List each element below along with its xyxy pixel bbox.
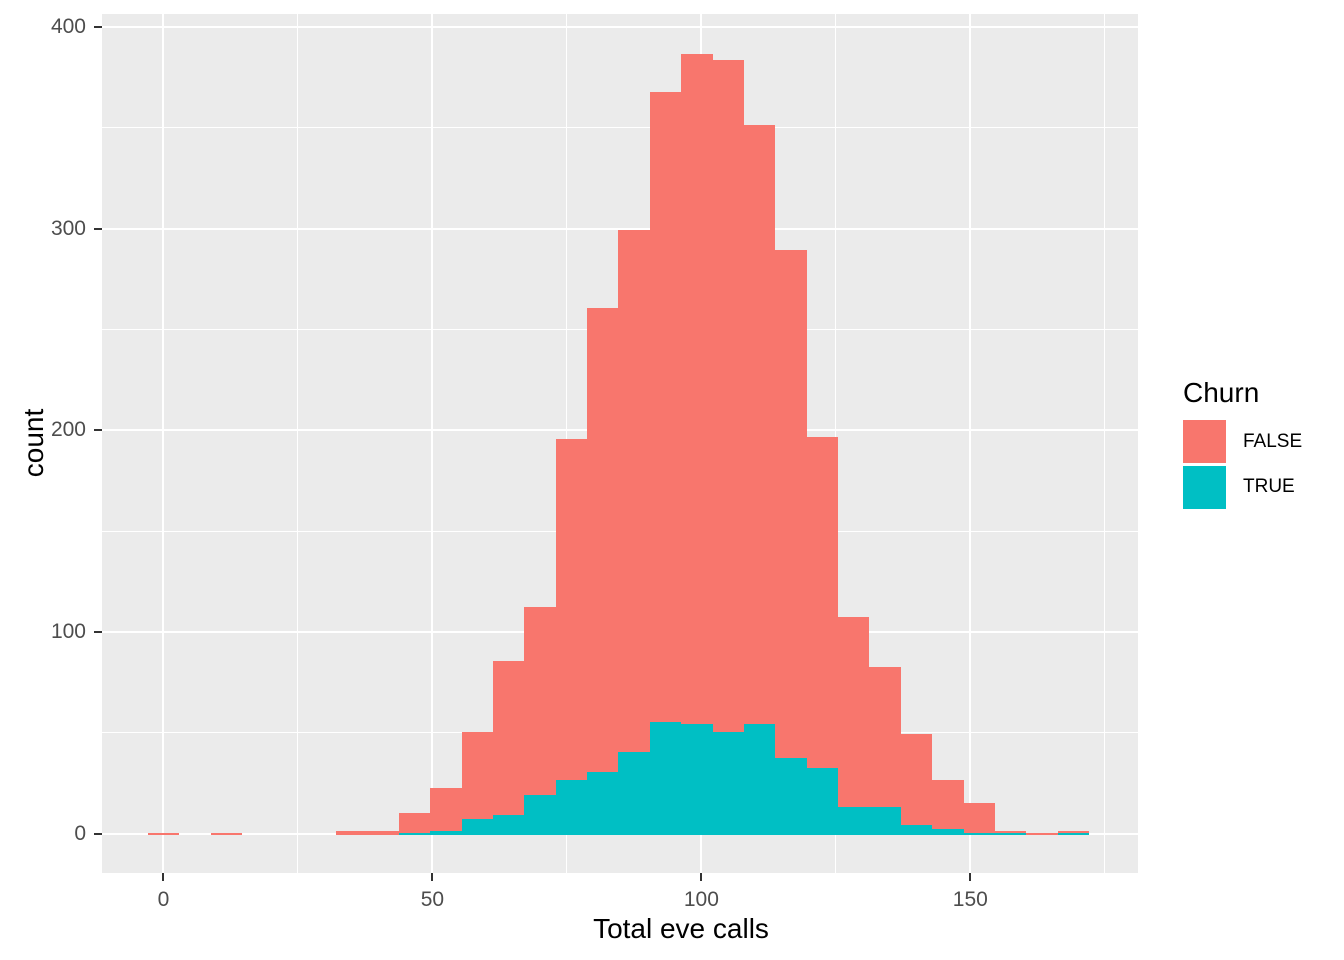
histogram-bar-false — [398, 812, 431, 833]
histogram-bar-false — [587, 308, 619, 773]
x-tick-label: 50 — [420, 888, 445, 911]
x-axis-title: Total eve calls — [0, 914, 1344, 944]
x-tick-mark — [700, 873, 703, 881]
histogram-bar-false — [336, 830, 368, 835]
histogram-bar-false — [900, 733, 933, 825]
histogram-bar-true — [963, 832, 995, 835]
legend-swatch — [1183, 420, 1226, 463]
histogram-bar-true — [618, 752, 650, 835]
histogram-bar-true — [838, 806, 870, 835]
y-axis-title: count — [18, 368, 49, 518]
histogram-bar-true — [555, 780, 588, 835]
y-tick-mark — [94, 227, 102, 230]
y-tick-mark — [94, 631, 102, 634]
histogram-bar-false — [775, 249, 807, 759]
y-tick-mark — [94, 25, 102, 28]
histogram-bar-false — [367, 830, 399, 835]
y-tick-label: 200 — [50, 418, 86, 442]
histogram-bar-false — [524, 606, 556, 795]
histogram-bar-false — [838, 616, 870, 807]
histogram-bar-false — [932, 780, 964, 829]
major-gridline-vertical — [162, 14, 165, 873]
histogram-bar-false — [1026, 832, 1058, 835]
histogram-bar-true — [1057, 832, 1090, 835]
y-tick-label: 100 — [50, 620, 86, 644]
histogram-bar-false — [492, 661, 525, 815]
histogram-bar-true — [649, 721, 682, 835]
plot-panel — [102, 14, 1138, 873]
legend-title: Churn — [1183, 377, 1260, 408]
histogram-bar-true — [712, 731, 744, 835]
histogram-bar-false — [712, 60, 744, 732]
histogram-bar-true — [932, 828, 964, 835]
minor-gridline-vertical — [1104, 14, 1106, 873]
histogram-bar-false — [963, 802, 995, 833]
y-tick-mark — [94, 429, 102, 432]
histogram-bar-true — [775, 758, 807, 835]
histogram-bar-true — [806, 768, 839, 835]
histogram-bar-false — [210, 832, 242, 835]
histogram-bar-false — [649, 92, 682, 722]
histogram-bar-false — [461, 731, 493, 819]
y-tick-label: 400 — [50, 14, 86, 38]
legend-swatch — [1183, 466, 1226, 509]
major-gridline-horizontal — [102, 25, 1138, 28]
histogram-bar-false — [681, 54, 713, 724]
legend-label-false: FALSE — [1243, 431, 1303, 452]
x-axis-title-text: Total eve calls — [593, 913, 769, 944]
major-gridline-vertical — [431, 14, 434, 873]
major-gridline-vertical — [969, 14, 972, 873]
x-tick-mark — [162, 873, 165, 881]
legend-label-true: TRUE — [1243, 476, 1295, 497]
y-tick-mark — [94, 832, 102, 835]
histogram-bar-false — [994, 830, 1027, 833]
histogram-bar-false — [618, 229, 650, 753]
x-tick-label: 150 — [952, 888, 988, 911]
minor-gridline-vertical — [297, 14, 299, 873]
major-gridline-horizontal — [102, 227, 1138, 230]
minor-gridline-horizontal — [102, 127, 1138, 129]
histogram-bar-true — [430, 830, 462, 835]
histogram-bar-false — [147, 832, 180, 835]
histogram-bar-false — [806, 437, 839, 769]
histogram-bar-true — [900, 824, 933, 835]
histogram-bar-false — [743, 124, 776, 724]
histogram-bar-true — [524, 794, 556, 835]
histogram-bar-true — [994, 832, 1027, 835]
x-tick-mark — [431, 873, 434, 881]
histogram-bar-false — [555, 439, 588, 781]
x-tick-mark — [969, 873, 972, 881]
histogram-bar-true — [587, 772, 619, 835]
histogram-bar-true — [743, 723, 776, 835]
histogram-bar-false — [430, 788, 462, 831]
y-tick-label: 300 — [50, 216, 86, 240]
histogram-bar-true — [681, 723, 713, 835]
y-tick-label: 0 — [74, 821, 86, 845]
x-tick-label: 0 — [157, 888, 170, 911]
histogram-bar-true — [461, 818, 493, 835]
x-tick-label: 100 — [683, 888, 719, 911]
histogram-bar-true — [398, 832, 431, 835]
histogram-bar-false — [1057, 830, 1090, 833]
histogram-bar-true — [492, 814, 525, 835]
histogram-bar-false — [869, 667, 901, 807]
histogram-bar-true — [869, 806, 901, 835]
